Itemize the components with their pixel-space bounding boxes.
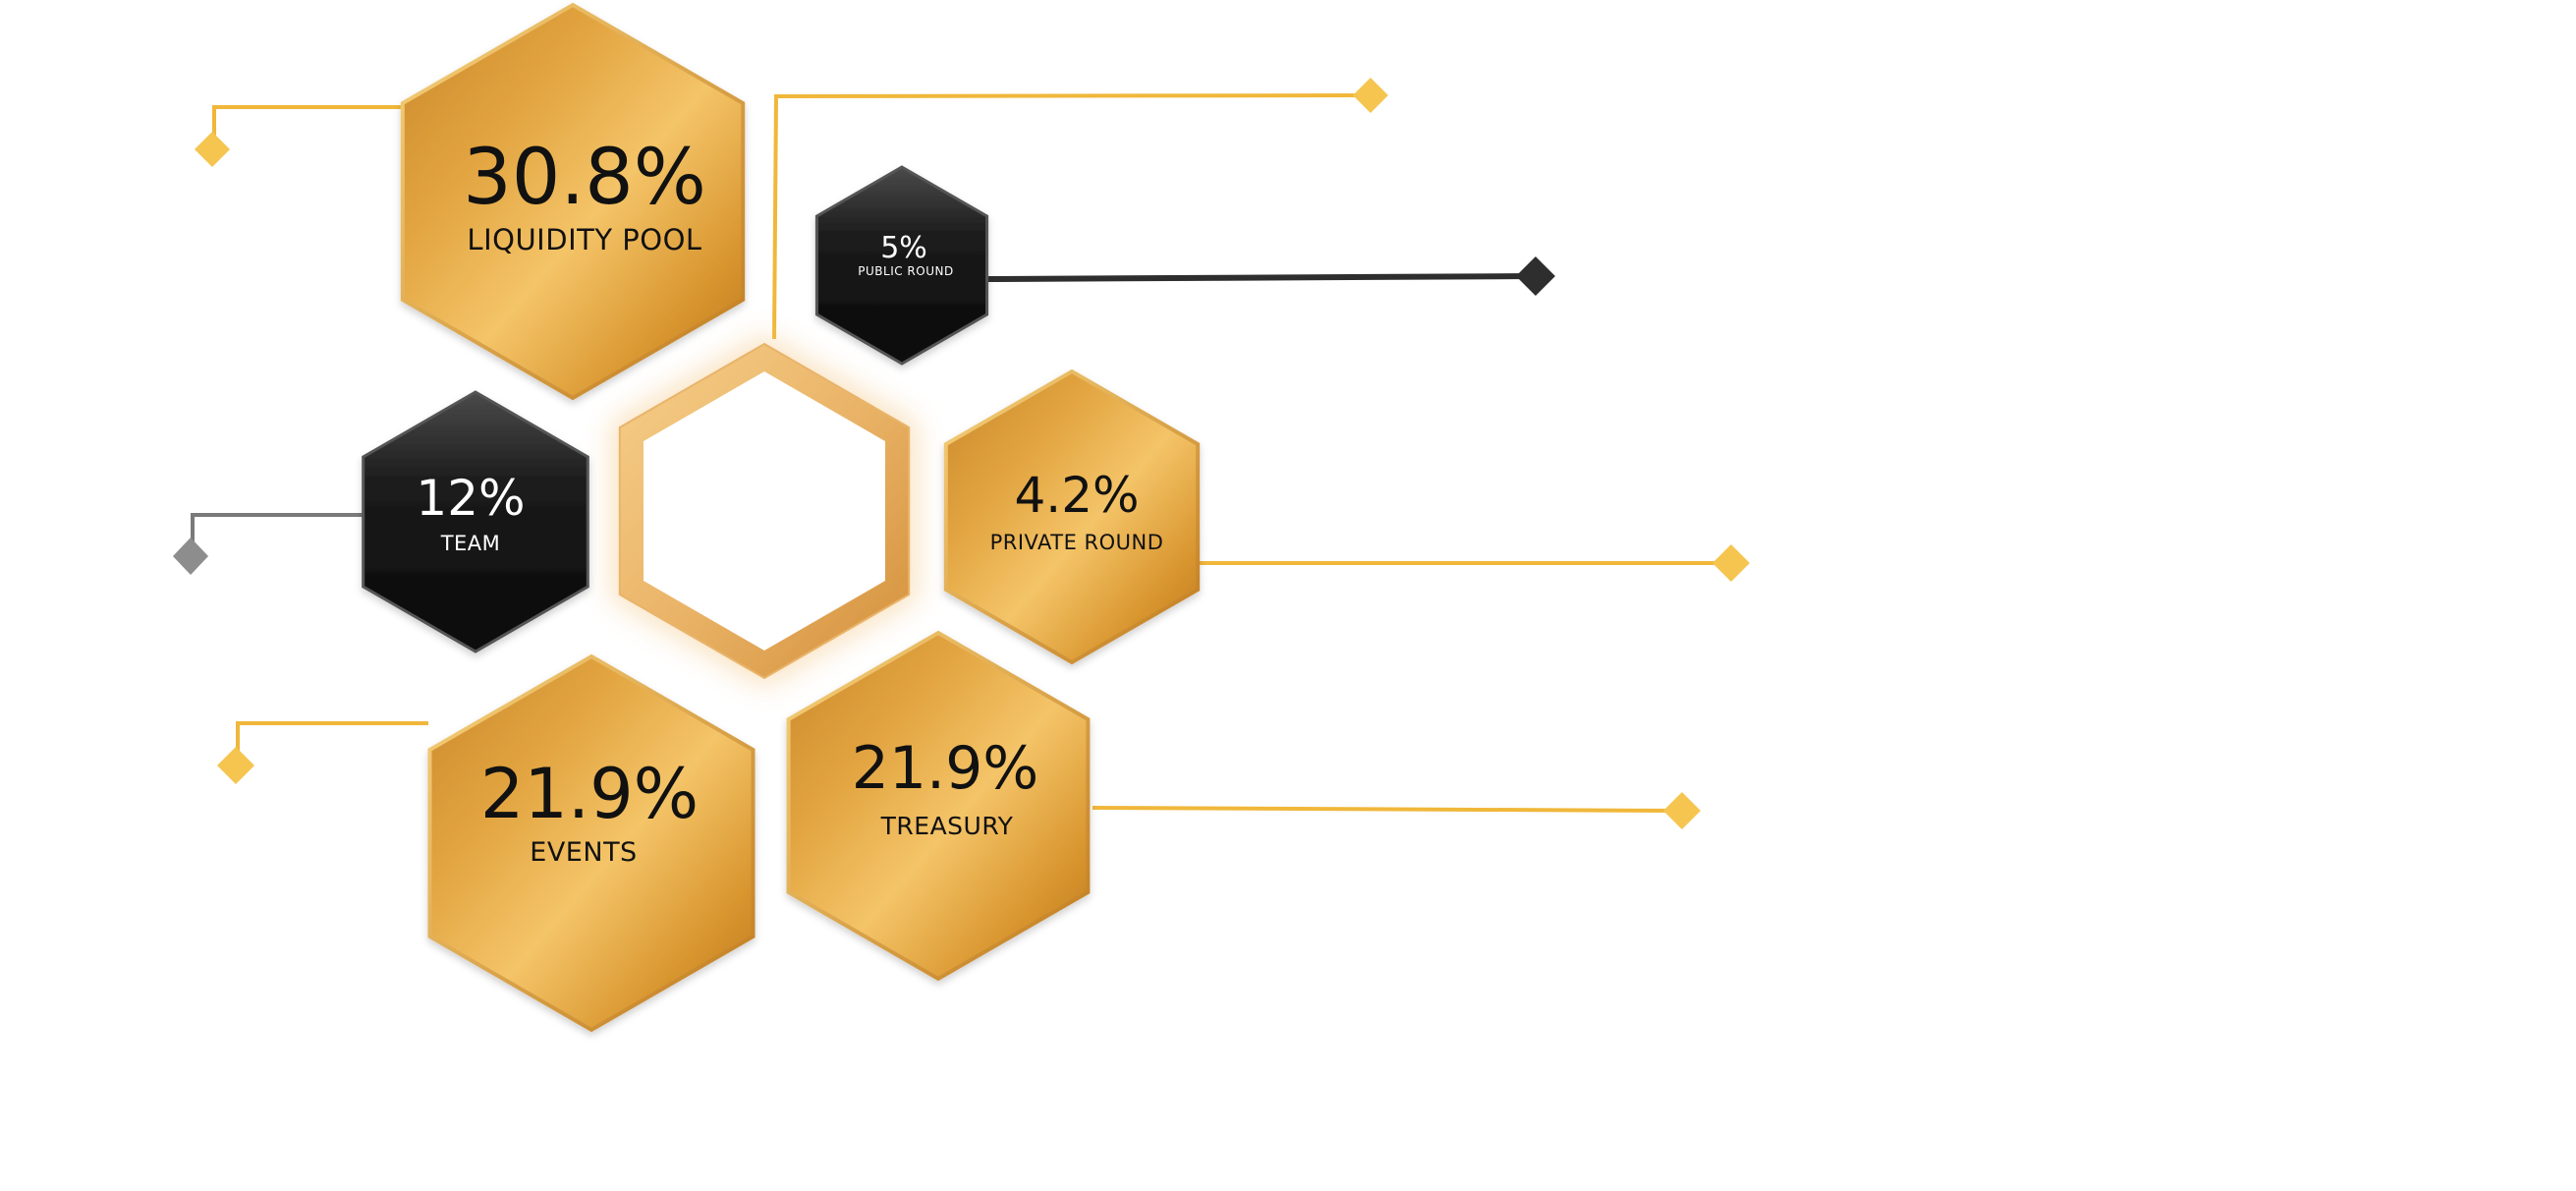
hexagon-events: 21.9% EVENTS (427, 653, 756, 1033)
hexagon-team: 12% TEAM (362, 390, 589, 653)
hexagon-private-round: 4.2% PRIVATE ROUND (943, 369, 1201, 665)
hexagon-treasury: 21.9% TREASURY (786, 630, 1091, 982)
events-percent: 21.9% (480, 754, 699, 834)
liquidity-pool-label: LIQUIDITY POOL (467, 223, 701, 256)
connector-treasury-line (1092, 806, 1683, 813)
connector-liquidity-diamond (195, 132, 230, 167)
connector-lines (173, 78, 1750, 829)
connector-private-diamond (1712, 544, 1750, 582)
treasury-percent: 21.9% (852, 734, 1039, 803)
connector-treasury-diamond (1663, 792, 1701, 829)
hexagon-liquidity-pool: 30.8% LIQUIDITY POOL (400, 2, 746, 401)
connector-center-line (772, 93, 1372, 340)
connector-liquidity-line (212, 105, 403, 149)
hexagon-public-round: 5% PUBLIC ROUND (814, 165, 989, 366)
connector-public-diamond (1516, 256, 1555, 296)
connector-public-line (987, 273, 1534, 282)
team-percent: 12% (416, 470, 525, 527)
public-round-percent: 5% (880, 231, 927, 265)
events-label: EVENTS (530, 837, 637, 868)
connector-team-diamond (173, 538, 208, 575)
treasury-label: TREASURY (880, 812, 1014, 840)
private-round-label: PRIVATE ROUND (990, 531, 1164, 554)
private-round-percent: 4.2% (1014, 467, 1139, 524)
connector-center-diamond (1353, 78, 1388, 113)
team-label: TEAM (440, 532, 501, 555)
connector-team-line (191, 513, 364, 556)
connector-events-diamond (217, 747, 254, 784)
connector-events-line (236, 721, 428, 766)
liquidity-pool-percent: 30.8% (463, 134, 706, 222)
public-round-label: PUBLIC ROUND (858, 264, 953, 278)
center-ring-hexagon (611, 334, 918, 688)
